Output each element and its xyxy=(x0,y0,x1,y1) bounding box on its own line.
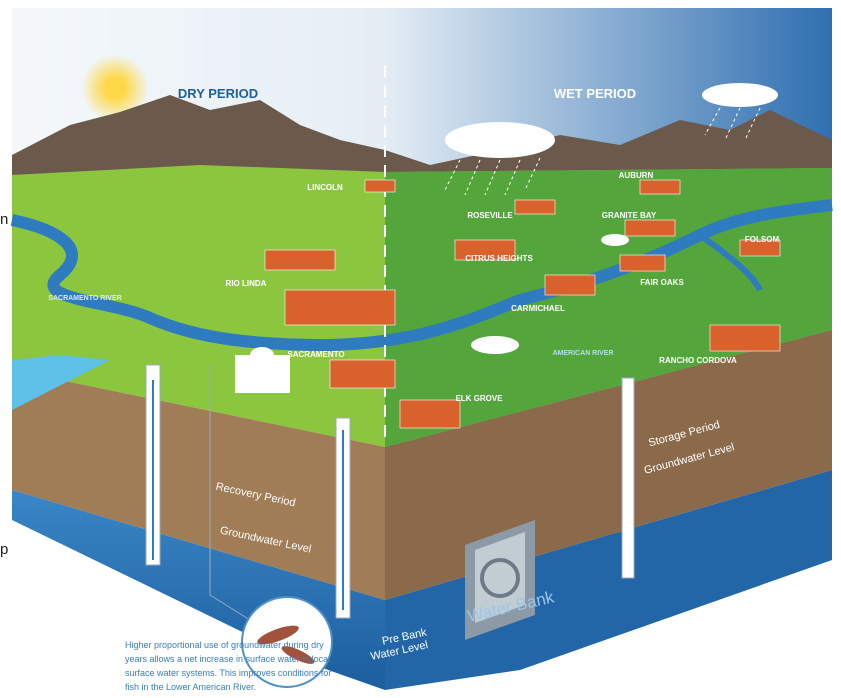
caption-line: Higher proportional use of groundwater d… xyxy=(125,640,324,650)
place-label: ROSEVILLE xyxy=(467,211,513,220)
place-label: CITRUS HEIGHTS xyxy=(465,254,533,263)
edge-fragment: n xyxy=(0,211,8,228)
place-label: SACRAMENTO xyxy=(287,350,344,359)
edge-fragment: p xyxy=(0,541,8,558)
place-label: ELK GROVE xyxy=(455,394,503,403)
place-label: RANCHO CORDOVA xyxy=(659,356,737,365)
river-label: SACRAMENTO RIVER xyxy=(48,295,121,302)
dry-heading: DRY PERIOD xyxy=(178,86,258,101)
wet-heading: WET PERIOD xyxy=(554,86,636,101)
caption-line: years allows a net increase in surface w… xyxy=(125,654,330,664)
place-label: FOLSOM xyxy=(745,235,780,244)
place-label: FAIR OAKS xyxy=(640,278,684,287)
place-label: AUBURN xyxy=(619,171,654,180)
river-label: AMERICAN RIVER xyxy=(552,350,613,357)
scene xyxy=(10,8,833,690)
place-label: RIO LINDA xyxy=(226,279,267,288)
place-label: CARMICHAEL xyxy=(511,304,565,313)
place-label: LINCOLN xyxy=(307,183,343,192)
place-label: GRANITE BAY xyxy=(602,211,657,220)
caption-line: surface water systems. This improves con… xyxy=(125,668,331,678)
caption-line: fish in the Lower American River. xyxy=(125,682,256,692)
